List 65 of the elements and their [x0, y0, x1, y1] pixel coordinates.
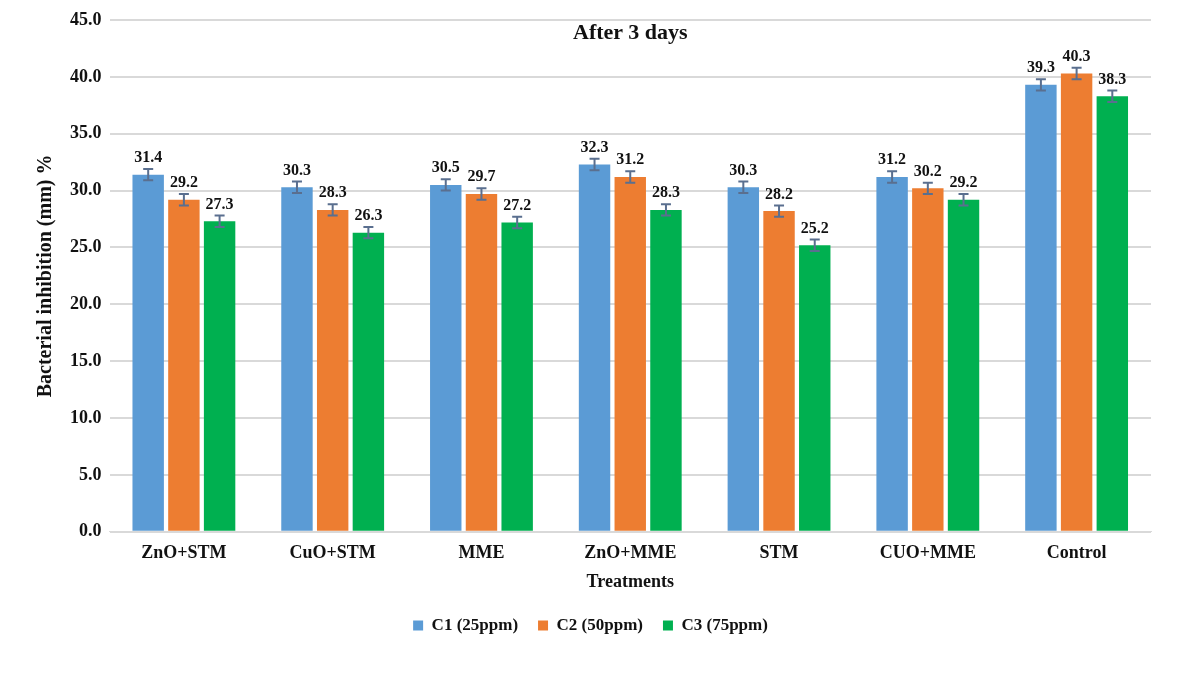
legend-label: C2 (50ppm) [556, 614, 643, 634]
x-axis-title: Treatments [586, 570, 674, 591]
bar [203, 221, 236, 531]
bar [1060, 73, 1093, 531]
bar [799, 245, 831, 531]
chart-title: After 3 days [573, 18, 688, 44]
data-label: 25.2 [800, 218, 829, 236]
data-label: 26.3 [354, 206, 383, 224]
data-label: 28.2 [765, 184, 794, 202]
data-label: 32.3 [580, 137, 609, 155]
data-label: 27.2 [503, 195, 532, 213]
data-label: 30.3 [729, 160, 758, 178]
data-label: 40.3 [1062, 46, 1091, 64]
data-label: 27.3 [205, 194, 234, 212]
y-tick-label: 45.0 [70, 8, 102, 29]
data-label: 30.2 [913, 161, 942, 179]
data-label: 29.2 [949, 173, 978, 191]
legend-label: C1 (25ppm) [431, 614, 519, 634]
bar [578, 164, 611, 531]
data-label: 31.2 [616, 150, 645, 168]
bar [1025, 84, 1057, 531]
bar [614, 176, 646, 531]
bar [727, 187, 760, 531]
x-tick-label: ZnO+MME [584, 542, 677, 563]
data-label: 39.3 [1026, 58, 1055, 76]
data-label: 30.5 [431, 158, 460, 176]
legend-label: C3 (75ppm) [681, 614, 768, 634]
data-label: 31.4 [134, 148, 163, 166]
data-label: 38.3 [1098, 69, 1127, 87]
bar [650, 209, 682, 531]
y-tick-label: 15.0 [70, 349, 102, 370]
x-tick-label: Control [1046, 542, 1107, 563]
y-tick-label: 30.0 [70, 179, 102, 200]
bar [1096, 96, 1129, 531]
bar [501, 222, 533, 531]
bar [947, 199, 980, 531]
y-tick-label: 0.0 [79, 520, 102, 541]
data-label: 29.2 [169, 173, 198, 191]
y-tick-label: 35.0 [70, 122, 102, 143]
y-tick-label: 25.0 [70, 236, 102, 257]
bar [912, 188, 944, 531]
y-tick-label: 10.0 [70, 406, 102, 427]
y-axis-title: Bacterial inhibition (mm) % [33, 154, 57, 398]
data-label: 31.2 [878, 150, 907, 168]
y-tick-label: 5.0 [79, 463, 102, 484]
y-tick-label: 20.0 [70, 292, 102, 313]
bar [465, 194, 498, 531]
x-tick-label: CuO+STM [289, 542, 376, 563]
bar [876, 176, 908, 531]
data-label: 29.7 [467, 167, 496, 185]
data-label: 28.3 [318, 183, 347, 201]
x-tick-label: MME [458, 542, 505, 563]
y-tick-label: 40.0 [70, 65, 102, 86]
bar [168, 199, 200, 531]
bar [316, 209, 349, 531]
data-label: 28.3 [651, 183, 680, 201]
x-tick-label: ZnO+STM [141, 542, 227, 563]
x-tick-label: CUO+MME [879, 542, 976, 563]
bar [763, 211, 795, 531]
x-tick-label: STM [759, 542, 799, 563]
data-label: 30.3 [282, 160, 311, 178]
bar [281, 187, 313, 531]
bar [132, 174, 164, 531]
bar [352, 232, 385, 531]
bar [430, 184, 462, 531]
